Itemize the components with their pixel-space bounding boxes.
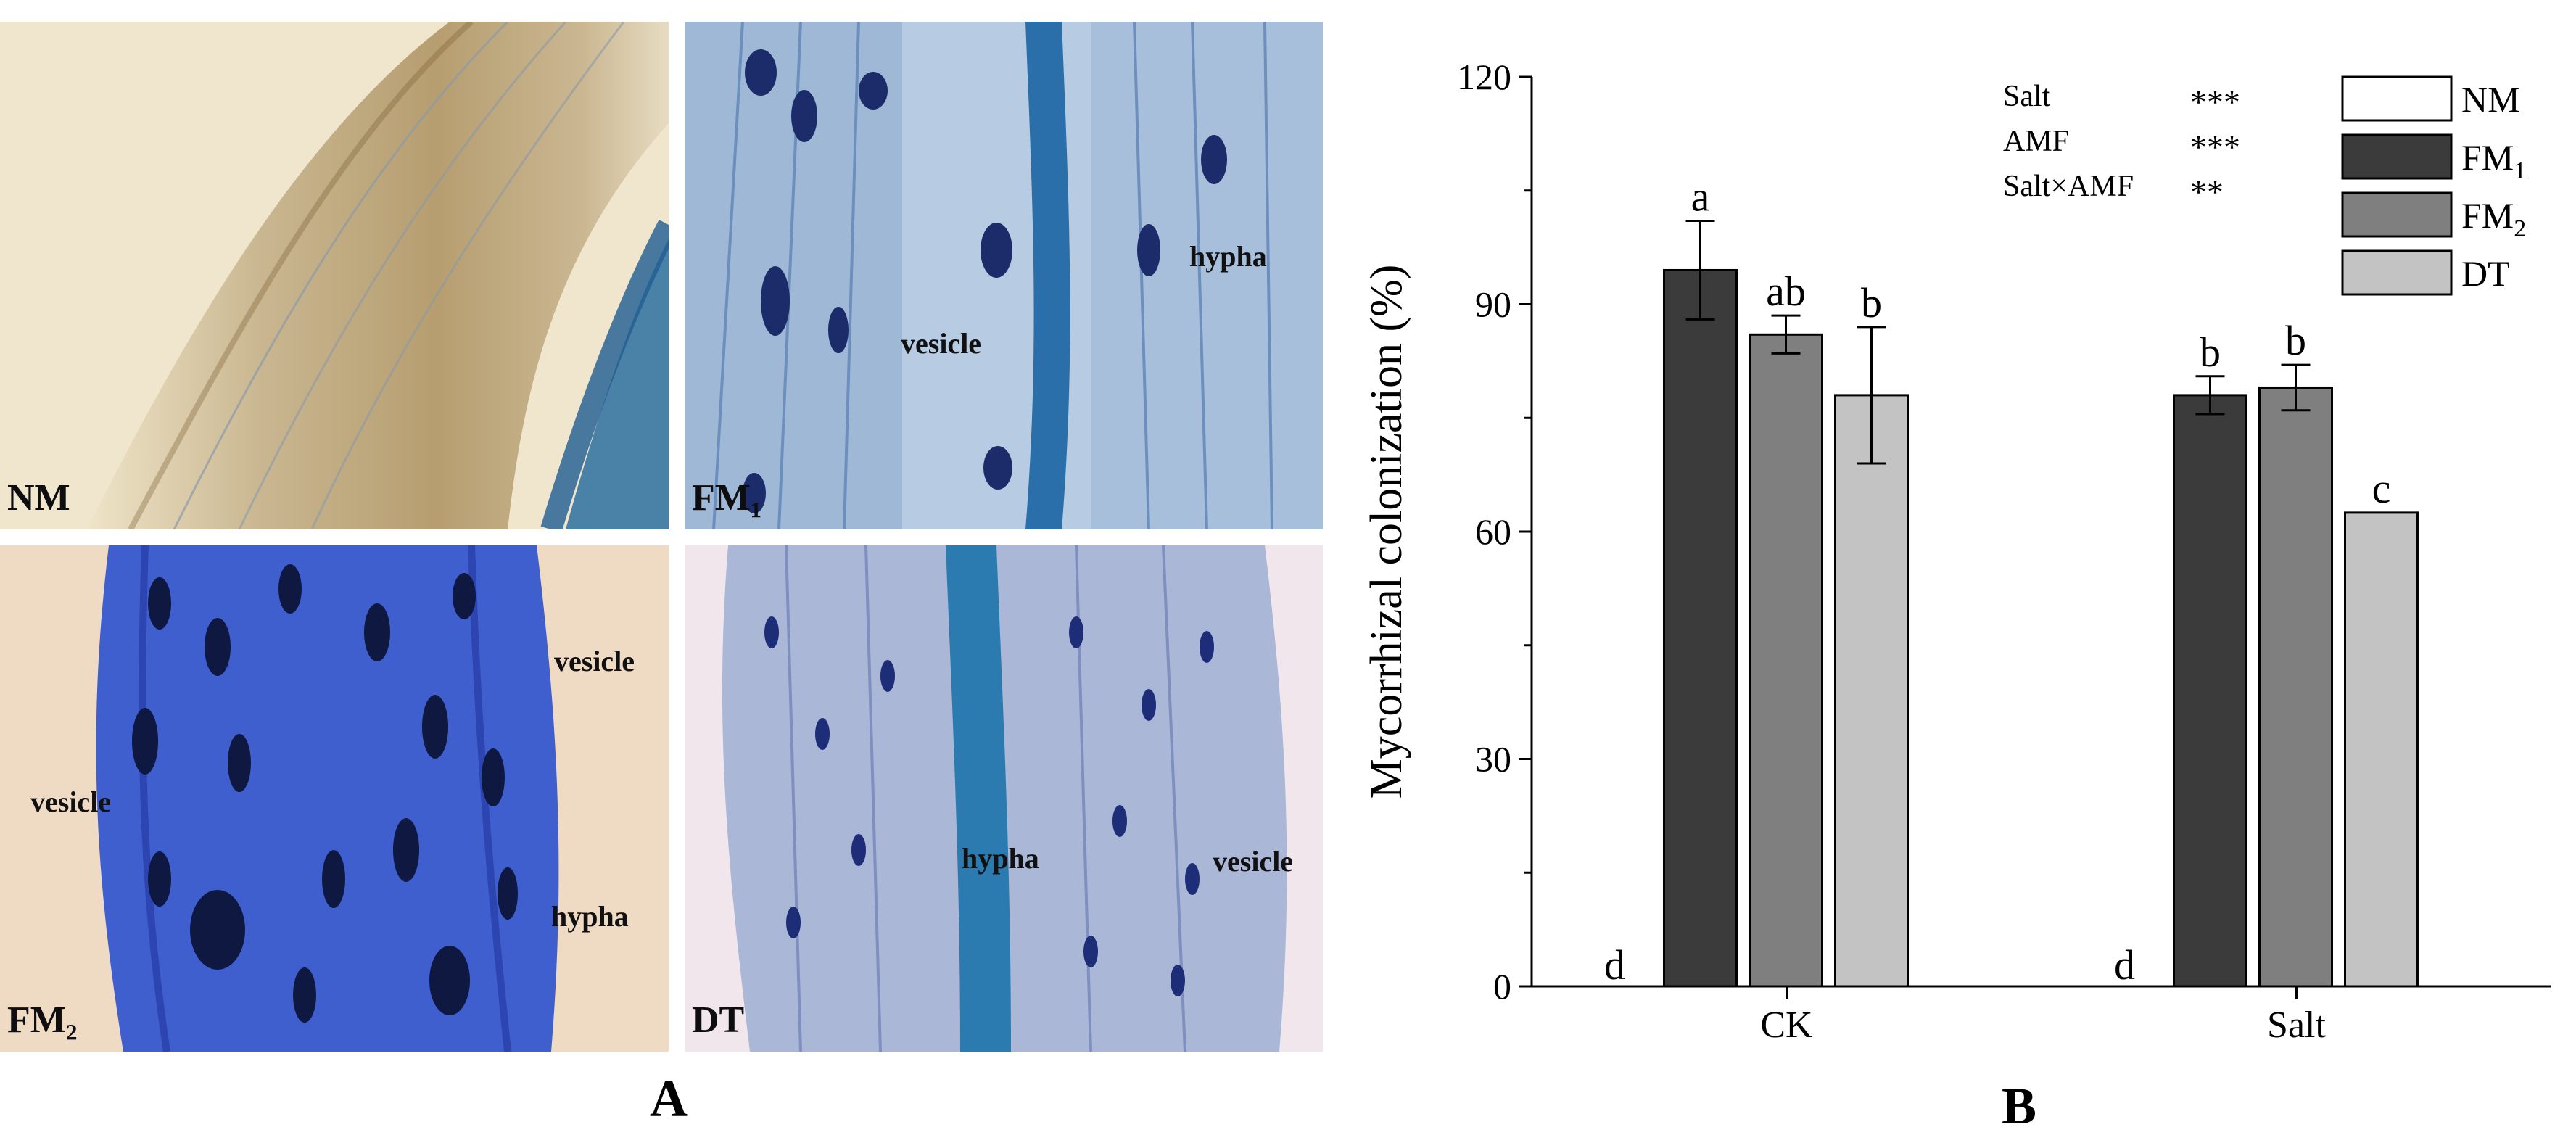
annotation-vesicle: vesicle — [901, 327, 982, 360]
annotation-vesicle: vesicle — [30, 785, 112, 818]
x-tick-label: Salt — [2267, 1004, 2326, 1046]
significance-letter: c — [2372, 465, 2391, 512]
annotation-hypha: hypha — [551, 900, 629, 933]
x-tick-label: CK — [1760, 1004, 1813, 1046]
y-tick-label: 90 — [1475, 284, 1511, 325]
micrograph-nm: NM — [0, 22, 669, 529]
bar — [2344, 511, 2419, 988]
legend-label: NM — [2461, 79, 2520, 120]
chart-axes: 0 30 60 90 120 Mycorrhizal colonization (%) CK… — [1362, 57, 2551, 1046]
y-tick-label: 30 — [1475, 739, 1511, 780]
significance-letter: b — [2285, 317, 2306, 364]
micrograph-fm2-picture — [0, 545, 669, 1052]
y-tick-label: 60 — [1475, 511, 1511, 552]
micrograph-dt: DT — [685, 545, 1323, 1052]
bar — [2258, 386, 2333, 988]
panel-letter-a: A — [650, 1070, 688, 1128]
stats-significance: ** — [2190, 173, 2224, 210]
chart-legend: NM FM1 FM2 DT — [2341, 75, 2526, 296]
chart-bars — [1663, 220, 2419, 988]
bar — [1749, 333, 1823, 988]
micrograph-fm2: FM₂ — [0, 545, 669, 1052]
micrograph-nm-picture — [0, 22, 669, 529]
y-axis-label: Mycorrhizal colonization (%) — [1362, 265, 1411, 799]
bar-chart: 0 30 60 90 120 Mycorrhizal colonization (%) CK… — [1362, 57, 2551, 1046]
significance-letter: b — [1861, 279, 1882, 326]
annotation-hypha: hypha — [1189, 240, 1267, 273]
micrograph-label: FM₁ — [692, 477, 762, 519]
stats-factor: Salt×AMF — [2003, 170, 2134, 203]
significance-letter: ab — [1766, 268, 1806, 315]
panel-letter-b: B — [2002, 1077, 2037, 1135]
micrograph-fm1-picture — [685, 22, 1323, 529]
annotation-vesicle: vesicle — [1213, 845, 1294, 878]
micrograph-dt-picture — [685, 545, 1323, 1052]
micrograph-label: FM₂ — [7, 999, 78, 1041]
y-tick-label: 0 — [1493, 966, 1511, 1007]
micrograph-fm1: FM₁ — [685, 22, 1323, 529]
stats-factor: AMF — [2003, 125, 2069, 158]
legend-label: DT — [2461, 253, 2510, 294]
panel-a-micrographs: NM FM₁ hypha vesicle — [0, 22, 1323, 1128]
bar — [2173, 394, 2247, 988]
micrograph-label: NM — [7, 477, 70, 519]
legend-label: FM1 — [2461, 137, 2526, 184]
chart-stats: Salt *** AMF *** Salt×AMF ** — [2003, 80, 2240, 210]
legend-swatch — [2341, 133, 2453, 180]
legend-swatch — [2341, 75, 2453, 122]
legend-swatch — [2341, 191, 2453, 238]
panel-b-chart: 0 30 60 90 120 Mycorrhizal colonization (%) CK… — [1349, 0, 2576, 1143]
significance-letter: d — [2114, 941, 2135, 989]
stats-significance: *** — [2190, 128, 2240, 165]
annotation-hypha: hypha — [962, 842, 1039, 875]
significance-letter: a — [1691, 173, 1710, 220]
stats-significance: *** — [2190, 83, 2240, 120]
stats-factor: Salt — [2003, 80, 2051, 113]
bar — [1834, 394, 1909, 988]
y-tick-label: 120 — [1457, 57, 1511, 97]
legend-swatch — [2341, 249, 2453, 296]
significance-letter: d — [1604, 941, 1625, 989]
bar — [1663, 268, 1738, 988]
micrograph-label: DT — [692, 999, 745, 1041]
significance-letter: b — [2200, 329, 2221, 376]
annotation-vesicle: vesicle — [554, 645, 635, 677]
chart-labels: d a ab b d b b c — [1604, 173, 2390, 989]
legend-label: FM2 — [2461, 195, 2526, 242]
